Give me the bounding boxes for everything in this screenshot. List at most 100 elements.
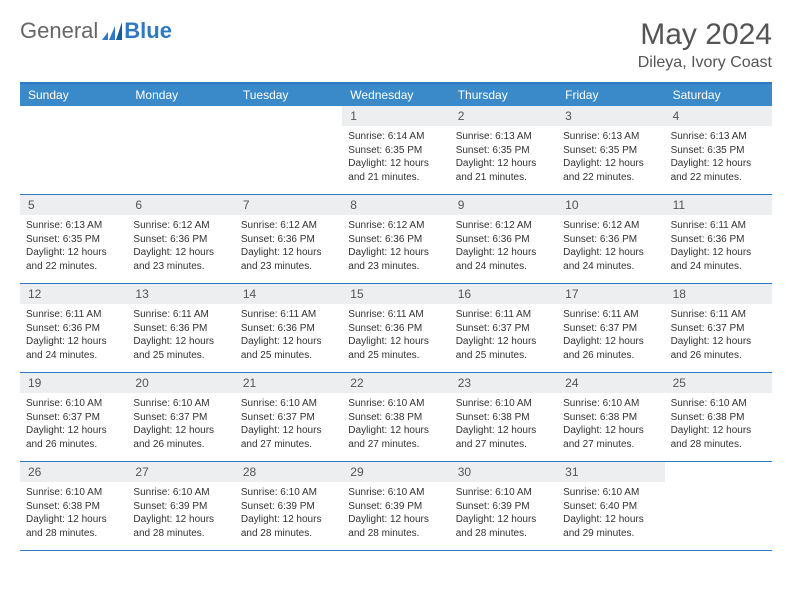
day-number: 17 bbox=[557, 284, 664, 304]
calendar-cell: 27Sunrise: 6:10 AMSunset: 6:39 PMDayligh… bbox=[127, 462, 234, 550]
calendar-cell: .. bbox=[20, 106, 127, 194]
calendar: SundayMondayTuesdayWednesdayThursdayFrid… bbox=[20, 82, 772, 551]
calendar-cell: 8Sunrise: 6:12 AMSunset: 6:36 PMDaylight… bbox=[342, 195, 449, 283]
brand-logo: General Blue bbox=[20, 18, 172, 44]
calendar-cell: 24Sunrise: 6:10 AMSunset: 6:38 PMDayligh… bbox=[557, 373, 664, 461]
day-details: Sunrise: 6:11 AMSunset: 6:37 PMDaylight:… bbox=[450, 304, 557, 368]
brand-text-1: General bbox=[20, 18, 98, 44]
day-details: Sunrise: 6:10 AMSunset: 6:38 PMDaylight:… bbox=[450, 393, 557, 457]
day-number: 16 bbox=[450, 284, 557, 304]
calendar-cell: 5Sunrise: 6:13 AMSunset: 6:35 PMDaylight… bbox=[20, 195, 127, 283]
day-details: Sunrise: 6:11 AMSunset: 6:36 PMDaylight:… bbox=[235, 304, 342, 368]
calendar-cell: 18Sunrise: 6:11 AMSunset: 6:37 PMDayligh… bbox=[665, 284, 772, 372]
calendar-cell: 19Sunrise: 6:10 AMSunset: 6:37 PMDayligh… bbox=[20, 373, 127, 461]
day-header-cell: Monday bbox=[127, 84, 234, 106]
calendar-week: 26Sunrise: 6:10 AMSunset: 6:38 PMDayligh… bbox=[20, 462, 772, 551]
calendar-cell: 15Sunrise: 6:11 AMSunset: 6:36 PMDayligh… bbox=[342, 284, 449, 372]
calendar-cell: 7Sunrise: 6:12 AMSunset: 6:36 PMDaylight… bbox=[235, 195, 342, 283]
day-number: 13 bbox=[127, 284, 234, 304]
day-number: 29 bbox=[342, 462, 449, 482]
calendar-cell: 2Sunrise: 6:13 AMSunset: 6:35 PMDaylight… bbox=[450, 106, 557, 194]
day-details: Sunrise: 6:13 AMSunset: 6:35 PMDaylight:… bbox=[20, 215, 127, 279]
day-details: Sunrise: 6:12 AMSunset: 6:36 PMDaylight:… bbox=[127, 215, 234, 279]
calendar-cell: 16Sunrise: 6:11 AMSunset: 6:37 PMDayligh… bbox=[450, 284, 557, 372]
brand-chart-icon bbox=[102, 22, 122, 40]
day-details: Sunrise: 6:12 AMSunset: 6:36 PMDaylight:… bbox=[450, 215, 557, 279]
day-header-cell: Sunday bbox=[20, 84, 127, 106]
day-number: 27 bbox=[127, 462, 234, 482]
day-number: 1 bbox=[342, 106, 449, 126]
day-details: Sunrise: 6:10 AMSunset: 6:37 PMDaylight:… bbox=[235, 393, 342, 457]
day-number: 10 bbox=[557, 195, 664, 215]
day-details: Sunrise: 6:10 AMSunset: 6:38 PMDaylight:… bbox=[557, 393, 664, 457]
day-details: Sunrise: 6:11 AMSunset: 6:37 PMDaylight:… bbox=[557, 304, 664, 368]
day-details: Sunrise: 6:10 AMSunset: 6:38 PMDaylight:… bbox=[665, 393, 772, 457]
day-details: Sunrise: 6:10 AMSunset: 6:39 PMDaylight:… bbox=[450, 482, 557, 546]
day-number: 23 bbox=[450, 373, 557, 393]
day-number: 24 bbox=[557, 373, 664, 393]
day-details: Sunrise: 6:10 AMSunset: 6:39 PMDaylight:… bbox=[127, 482, 234, 546]
day-details: Sunrise: 6:10 AMSunset: 6:37 PMDaylight:… bbox=[20, 393, 127, 457]
day-number: 28 bbox=[235, 462, 342, 482]
calendar-cell: 21Sunrise: 6:10 AMSunset: 6:37 PMDayligh… bbox=[235, 373, 342, 461]
day-header-cell: Saturday bbox=[665, 84, 772, 106]
day-details: Sunrise: 6:10 AMSunset: 6:37 PMDaylight:… bbox=[127, 393, 234, 457]
calendar-cell: 28Sunrise: 6:10 AMSunset: 6:39 PMDayligh… bbox=[235, 462, 342, 550]
day-header-cell: Wednesday bbox=[342, 84, 449, 106]
calendar-cell: 10Sunrise: 6:12 AMSunset: 6:36 PMDayligh… bbox=[557, 195, 664, 283]
day-details: Sunrise: 6:13 AMSunset: 6:35 PMDaylight:… bbox=[665, 126, 772, 190]
brand-text-2: Blue bbox=[124, 18, 172, 44]
calendar-cell: .. bbox=[665, 462, 772, 550]
calendar-cell: 26Sunrise: 6:10 AMSunset: 6:38 PMDayligh… bbox=[20, 462, 127, 550]
day-details: Sunrise: 6:11 AMSunset: 6:37 PMDaylight:… bbox=[665, 304, 772, 368]
location-label: Dileya, Ivory Coast bbox=[638, 54, 772, 72]
day-number: 6 bbox=[127, 195, 234, 215]
day-number: 3 bbox=[557, 106, 664, 126]
day-details: Sunrise: 6:13 AMSunset: 6:35 PMDaylight:… bbox=[557, 126, 664, 190]
title-block: May 2024 Dileya, Ivory Coast bbox=[638, 18, 772, 72]
calendar-week: 5Sunrise: 6:13 AMSunset: 6:35 PMDaylight… bbox=[20, 195, 772, 284]
day-header-cell: Thursday bbox=[450, 84, 557, 106]
day-details: Sunrise: 6:12 AMSunset: 6:36 PMDaylight:… bbox=[235, 215, 342, 279]
day-details: Sunrise: 6:11 AMSunset: 6:36 PMDaylight:… bbox=[342, 304, 449, 368]
calendar-cell: .. bbox=[127, 106, 234, 194]
calendar-cell: 29Sunrise: 6:10 AMSunset: 6:39 PMDayligh… bbox=[342, 462, 449, 550]
day-number: 26 bbox=[20, 462, 127, 482]
calendar-week: 12Sunrise: 6:11 AMSunset: 6:36 PMDayligh… bbox=[20, 284, 772, 373]
calendar-cell: 30Sunrise: 6:10 AMSunset: 6:39 PMDayligh… bbox=[450, 462, 557, 550]
calendar-cell: .. bbox=[235, 106, 342, 194]
day-number: 9 bbox=[450, 195, 557, 215]
day-number: 30 bbox=[450, 462, 557, 482]
day-number: 15 bbox=[342, 284, 449, 304]
day-number: 7 bbox=[235, 195, 342, 215]
calendar-cell: 9Sunrise: 6:12 AMSunset: 6:36 PMDaylight… bbox=[450, 195, 557, 283]
day-details: Sunrise: 6:11 AMSunset: 6:36 PMDaylight:… bbox=[665, 215, 772, 279]
day-details: Sunrise: 6:10 AMSunset: 6:40 PMDaylight:… bbox=[557, 482, 664, 546]
calendar-cell: 6Sunrise: 6:12 AMSunset: 6:36 PMDaylight… bbox=[127, 195, 234, 283]
day-number: 5 bbox=[20, 195, 127, 215]
calendar-cell: 4Sunrise: 6:13 AMSunset: 6:35 PMDaylight… bbox=[665, 106, 772, 194]
day-number: 22 bbox=[342, 373, 449, 393]
calendar-cell: 17Sunrise: 6:11 AMSunset: 6:37 PMDayligh… bbox=[557, 284, 664, 372]
calendar-cell: 25Sunrise: 6:10 AMSunset: 6:38 PMDayligh… bbox=[665, 373, 772, 461]
day-number: 4 bbox=[665, 106, 772, 126]
day-details: Sunrise: 6:11 AMSunset: 6:36 PMDaylight:… bbox=[127, 304, 234, 368]
day-number: 25 bbox=[665, 373, 772, 393]
day-details: Sunrise: 6:12 AMSunset: 6:36 PMDaylight:… bbox=[557, 215, 664, 279]
calendar-cell: 1Sunrise: 6:14 AMSunset: 6:35 PMDaylight… bbox=[342, 106, 449, 194]
calendar-cell: 13Sunrise: 6:11 AMSunset: 6:36 PMDayligh… bbox=[127, 284, 234, 372]
day-number: 19 bbox=[20, 373, 127, 393]
day-number: 12 bbox=[20, 284, 127, 304]
day-details: Sunrise: 6:10 AMSunset: 6:38 PMDaylight:… bbox=[20, 482, 127, 546]
day-number: 20 bbox=[127, 373, 234, 393]
day-details: Sunrise: 6:10 AMSunset: 6:39 PMDaylight:… bbox=[235, 482, 342, 546]
day-number: 18 bbox=[665, 284, 772, 304]
calendar-cell: 20Sunrise: 6:10 AMSunset: 6:37 PMDayligh… bbox=[127, 373, 234, 461]
day-details: Sunrise: 6:13 AMSunset: 6:35 PMDaylight:… bbox=[450, 126, 557, 190]
calendar-week: ......1Sunrise: 6:14 AMSunset: 6:35 PMDa… bbox=[20, 106, 772, 195]
calendar-cell: 12Sunrise: 6:11 AMSunset: 6:36 PMDayligh… bbox=[20, 284, 127, 372]
day-number: 2 bbox=[450, 106, 557, 126]
day-details: Sunrise: 6:14 AMSunset: 6:35 PMDaylight:… bbox=[342, 126, 449, 190]
calendar-cell: 14Sunrise: 6:11 AMSunset: 6:36 PMDayligh… bbox=[235, 284, 342, 372]
calendar-week: 19Sunrise: 6:10 AMSunset: 6:37 PMDayligh… bbox=[20, 373, 772, 462]
